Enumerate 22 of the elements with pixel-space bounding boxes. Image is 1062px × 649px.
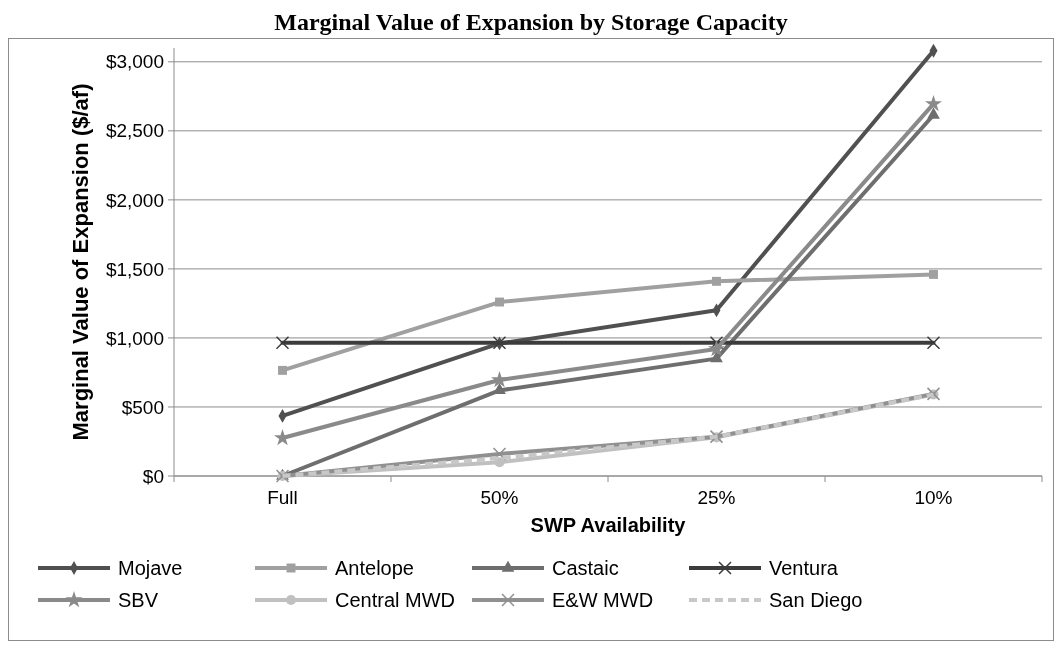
legend-label: Central MWD <box>335 589 456 611</box>
legend-label: Castaic <box>552 557 619 579</box>
x-tick-label: 10% <box>914 487 953 508</box>
legend-label: Mojave <box>118 557 183 579</box>
x-axis-title: SWP Availability <box>530 514 687 536</box>
legend-label: San Diego <box>769 589 863 611</box>
y-tick-label: $1,000 <box>105 327 164 349</box>
x-tick-label: Full <box>267 487 298 508</box>
y-tick-label: $2,000 <box>105 189 164 211</box>
legend-label: Antelope <box>335 557 414 579</box>
x-tick-label: 25% <box>697 487 736 508</box>
y-tick-label: $3,000 <box>105 51 164 73</box>
y-tick-label: $1,500 <box>105 258 164 280</box>
y-tick-label: $500 <box>121 396 164 418</box>
x-tick-label: 50% <box>480 487 519 508</box>
chart-title: Marginal Value of Expansion by Storage Capacity <box>274 9 788 35</box>
y-tick-label: $2,500 <box>105 120 164 142</box>
legend-label: E&W MWD <box>552 589 654 611</box>
legend-label: SBV <box>118 589 159 611</box>
y-axis-title: Marginal Value of Expansion ($/af) <box>68 83 93 441</box>
y-tick-label: $0 <box>142 465 164 487</box>
legend-label: Ventura <box>769 557 839 579</box>
